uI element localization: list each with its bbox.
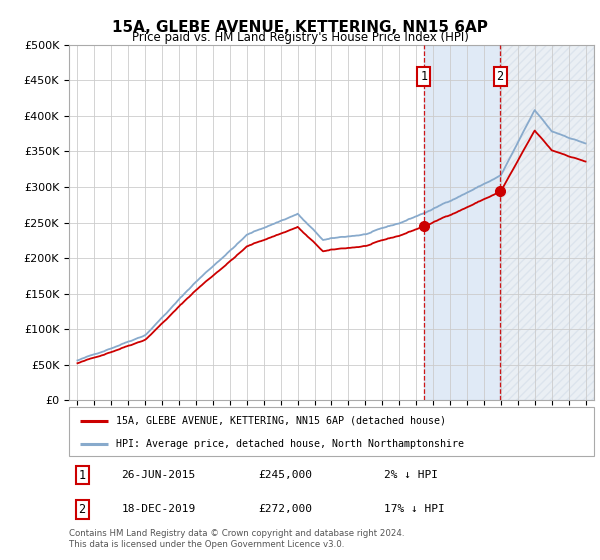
Text: 15A, GLEBE AVENUE, KETTERING, NN15 6AP (detached house): 15A, GLEBE AVENUE, KETTERING, NN15 6AP (…	[116, 416, 446, 426]
Text: Price paid vs. HM Land Registry's House Price Index (HPI): Price paid vs. HM Land Registry's House …	[131, 31, 469, 44]
Bar	[500, 45, 594, 400]
Text: 2: 2	[497, 71, 504, 83]
Text: 17% ↓ HPI: 17% ↓ HPI	[384, 504, 445, 514]
Text: £245,000: £245,000	[258, 470, 312, 480]
Text: Contains HM Land Registry data © Crown copyright and database right 2024.
This d: Contains HM Land Registry data © Crown c…	[69, 529, 404, 549]
Text: £272,000: £272,000	[258, 504, 312, 514]
Text: 15A, GLEBE AVENUE, KETTERING, NN15 6AP: 15A, GLEBE AVENUE, KETTERING, NN15 6AP	[112, 20, 488, 35]
Text: 1: 1	[421, 71, 428, 83]
Text: 26-JUN-2015: 26-JUN-2015	[121, 470, 196, 480]
Bar	[424, 45, 500, 400]
Text: 2: 2	[79, 503, 86, 516]
Text: 1: 1	[79, 469, 86, 482]
FancyBboxPatch shape	[69, 407, 594, 456]
Text: HPI: Average price, detached house, North Northamptonshire: HPI: Average price, detached house, Nort…	[116, 439, 464, 449]
Text: 2% ↓ HPI: 2% ↓ HPI	[384, 470, 438, 480]
Text: 18-DEC-2019: 18-DEC-2019	[121, 504, 196, 514]
